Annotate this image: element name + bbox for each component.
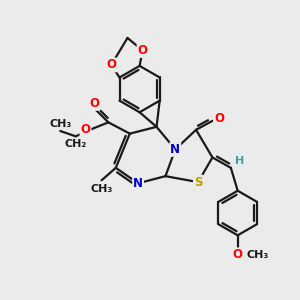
Text: O: O — [106, 58, 116, 71]
Text: O: O — [138, 44, 148, 57]
Text: H: H — [235, 156, 244, 166]
Text: N: N — [170, 143, 180, 156]
Text: CH₃: CH₃ — [49, 118, 71, 128]
Text: CH₃: CH₃ — [247, 250, 269, 260]
Text: S: S — [194, 176, 203, 189]
Text: O: O — [89, 97, 99, 110]
Text: CH₃: CH₃ — [90, 184, 113, 194]
Text: CH₂: CH₂ — [65, 139, 87, 149]
Text: O: O — [232, 248, 242, 261]
Text: O: O — [80, 123, 91, 136]
Text: O: O — [214, 112, 224, 125]
Text: N: N — [133, 177, 143, 190]
